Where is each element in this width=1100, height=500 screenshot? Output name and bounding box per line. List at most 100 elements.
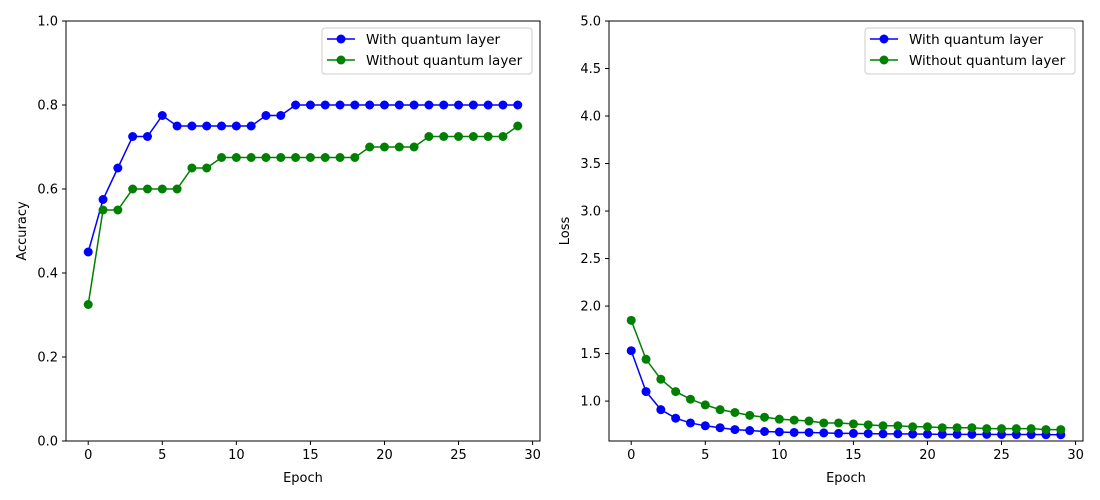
loss-legend-label-without-quantum: Without quantum layer <box>909 53 1066 69</box>
loss-data-point-with-quantum <box>730 425 740 435</box>
loss-data-point-without-quantum <box>982 424 992 434</box>
accuracy-data-point-without-quantum <box>320 153 330 162</box>
accuracy-x-tick-label: 10 <box>228 448 245 463</box>
accuracy-data-point-with-quantum <box>483 100 493 110</box>
loss-y-tick-label: 5.0 <box>580 15 601 30</box>
loss-data-point-with-quantum <box>656 405 666 415</box>
accuracy-data-point-without-quantum <box>217 153 227 162</box>
accuracy-data-point-with-quantum <box>468 100 478 110</box>
loss-data-point-without-quantum <box>908 422 918 432</box>
accuracy-y-tick-label: 1.0 <box>37 15 58 30</box>
loss-y-tick-label: 3.0 <box>580 205 601 220</box>
loss-data-point-with-quantum <box>952 429 962 439</box>
loss-data-point-with-quantum <box>937 429 947 439</box>
loss-y-tick-label: 3.5 <box>580 157 601 172</box>
accuracy-data-point-without-quantum <box>276 153 286 162</box>
accuracy-data-point-with-quantum <box>157 111 167 120</box>
loss-x-ticks: 0 5 10 15 20 25 30 <box>627 441 1084 463</box>
accuracy-data-point-with-quantum <box>350 100 360 110</box>
accuracy-legend-box <box>321 27 533 75</box>
accuracy-data-point-without-quantum <box>483 132 493 141</box>
accuracy-data-point-without-quantum <box>291 153 301 162</box>
loss-legend-marker-with-quantum <box>879 34 889 44</box>
loss-data-point-without-quantum <box>952 423 962 433</box>
accuracy-data-point-with-quantum <box>379 100 389 110</box>
accuracy-data-point-with-quantum <box>498 100 508 110</box>
loss-data-point-with-quantum <box>789 427 799 437</box>
accuracy-data-point-without-quantum <box>187 163 197 173</box>
loss-legend-label-with-quantum: With quantum layer <box>909 32 1044 48</box>
accuracy-data-point-with-quantum <box>83 247 93 257</box>
accuracy-legend: With quantum layer Without quantum layer <box>321 27 533 75</box>
accuracy-data-point-with-quantum <box>439 100 449 110</box>
accuracy-legend-label-with-quantum: With quantum layer <box>366 32 501 48</box>
accuracy-data-point-with-quantum <box>128 132 138 141</box>
loss-data-point-without-quantum <box>626 315 636 325</box>
loss-x-tick-label: 30 <box>1067 448 1084 463</box>
accuracy-legend-marker-with-quantum <box>336 34 346 44</box>
loss-data-point-without-quantum <box>863 420 873 430</box>
loss-data-point-with-quantum <box>967 429 977 439</box>
accuracy-data-point-without-quantum <box>261 153 271 162</box>
accuracy-y-tick-label: 0.0 <box>37 435 58 450</box>
accuracy-data-point-with-quantum <box>291 100 301 110</box>
loss-data-point-with-quantum <box>715 423 725 433</box>
accuracy-data-point-without-quantum <box>83 300 93 309</box>
loss-data-point-without-quantum <box>685 394 695 404</box>
loss-data-point-without-quantum <box>878 421 888 431</box>
accuracy-data-point-without-quantum <box>202 163 212 173</box>
loss-legend-box <box>864 27 1076 75</box>
loss-data-point-with-quantum <box>685 418 695 428</box>
accuracy-data-point-without-quantum <box>454 132 464 141</box>
loss-x-tick-label: 0 <box>627 448 635 463</box>
accuracy-y-tick-label: 0.8 <box>37 99 58 114</box>
accuracy-data-point-without-quantum <box>157 184 167 194</box>
loss-data-point-without-quantum <box>834 418 844 428</box>
loss-data-point-with-quantum <box>626 346 636 356</box>
loss-data-point-with-quantum <box>834 428 844 438</box>
loss-y-tick-label: 2.0 <box>580 300 601 315</box>
loss-data-point-without-quantum <box>671 387 681 397</box>
loss-data-point-with-quantum <box>745 426 755 436</box>
accuracy-data-point-with-quantum <box>98 195 108 204</box>
loss-legend-marker-without-quantum <box>879 55 889 65</box>
accuracy-data-point-without-quantum <box>468 132 478 141</box>
accuracy-x-tick-label: 5 <box>158 448 166 463</box>
accuracy-data-point-with-quantum <box>202 121 212 131</box>
loss-x-tick-label: 25 <box>993 448 1010 463</box>
accuracy-data-point-with-quantum <box>409 100 419 110</box>
accuracy-chart: 0 5 10 15 20 25 30 0.0 0.2 0.4 0.6 0.8 1.0 Epoch Ac… <box>15 15 541 487</box>
loss-x-tick-label: 5 <box>701 448 709 463</box>
accuracy-data-point-with-quantum <box>231 121 241 131</box>
accuracy-x-ticks: 0 5 10 15 20 25 30 <box>84 441 541 463</box>
loss-y-tick-label: 2.5 <box>580 252 601 267</box>
accuracy-data-point-without-quantum <box>172 184 182 194</box>
accuracy-y-tick-label: 0.2 <box>37 351 58 366</box>
loss-data-point-without-quantum <box>656 374 666 384</box>
loss-data-point-with-quantum <box>760 426 770 436</box>
loss-data-point-without-quantum <box>774 414 784 424</box>
accuracy-y-axis-label: Accuracy <box>15 201 30 261</box>
loss-plot-marks <box>626 315 1066 440</box>
loss-data-point-with-quantum <box>922 429 932 439</box>
accuracy-x-tick-label: 30 <box>524 448 541 463</box>
accuracy-data-point-with-quantum <box>142 132 152 141</box>
loss-data-point-without-quantum <box>848 419 858 429</box>
loss-data-point-without-quantum <box>1041 425 1051 435</box>
loss-x-tick-label: 10 <box>771 448 788 463</box>
accuracy-x-axis-label: Epoch <box>283 471 323 486</box>
loss-data-point-with-quantum <box>804 427 814 437</box>
accuracy-data-point-with-quantum <box>454 100 464 110</box>
accuracy-data-point-with-quantum <box>305 100 315 110</box>
accuracy-x-tick-label: 15 <box>302 448 319 463</box>
accuracy-data-point-with-quantum <box>172 121 182 131</box>
accuracy-data-point-with-quantum <box>217 121 227 131</box>
loss-x-tick-label: 20 <box>919 448 936 463</box>
accuracy-data-point-without-quantum <box>379 142 389 152</box>
loss-data-point-without-quantum <box>1056 425 1066 435</box>
loss-data-point-without-quantum <box>1026 424 1036 434</box>
loss-data-point-without-quantum <box>997 424 1007 434</box>
loss-y-tick-label: 1.5 <box>580 347 601 362</box>
accuracy-data-point-without-quantum <box>246 153 256 162</box>
